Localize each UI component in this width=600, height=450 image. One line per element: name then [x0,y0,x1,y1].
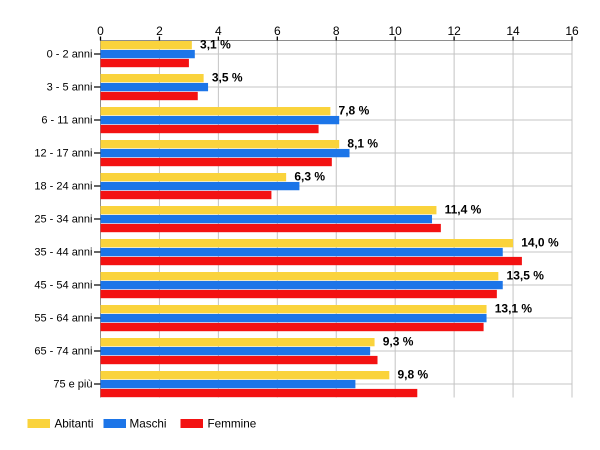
svg-text:35 - 44 anni: 35 - 44 anni [34,246,92,258]
svg-text:14,0 %: 14,0 % [521,236,559,250]
svg-text:12 - 17 anni: 12 - 17 anni [34,147,92,159]
svg-text:4: 4 [215,24,222,38]
svg-text:16: 16 [565,24,579,38]
svg-text:45 - 54 anni: 45 - 54 anni [34,279,92,291]
svg-text:Femmine: Femmine [208,418,257,431]
svg-text:0 - 2 anni: 0 - 2 anni [47,48,93,60]
svg-text:6,3 %: 6,3 % [294,170,325,184]
svg-text:65 - 74 anni: 65 - 74 anni [34,345,92,357]
svg-text:12: 12 [447,24,461,38]
svg-text:14: 14 [506,24,520,38]
svg-text:3 - 5 anni: 3 - 5 anni [47,81,93,93]
svg-text:3,5 %: 3,5 % [212,71,243,85]
svg-text:6: 6 [274,24,281,38]
svg-text:3,1 %: 3,1 % [200,38,231,52]
svg-text:11,4 %: 11,4 % [445,203,482,217]
svg-text:8: 8 [333,24,340,38]
svg-text:13,1 %: 13,1 % [495,302,533,316]
svg-text:6 - 11 anni: 6 - 11 anni [41,114,92,126]
svg-text:8,1 %: 8,1 % [347,137,378,151]
svg-text:75 e più: 75 e più [53,378,92,390]
svg-text:10: 10 [389,24,403,38]
svg-text:Maschi: Maschi [130,418,167,431]
svg-text:0: 0 [97,24,104,38]
svg-text:25 - 34 anni: 25 - 34 anni [34,213,92,225]
svg-text:18 - 24 anni: 18 - 24 anni [34,180,92,192]
svg-text:9,3 %: 9,3 % [383,335,414,349]
svg-text:13,5 %: 13,5 % [507,269,545,283]
svg-text:7,8 %: 7,8 % [339,104,370,118]
svg-text:55 - 64 anni: 55 - 64 anni [34,312,92,324]
svg-text:9,8 %: 9,8 % [397,368,428,382]
svg-text:Abitanti: Abitanti [55,418,94,431]
svg-text:2: 2 [156,24,163,38]
